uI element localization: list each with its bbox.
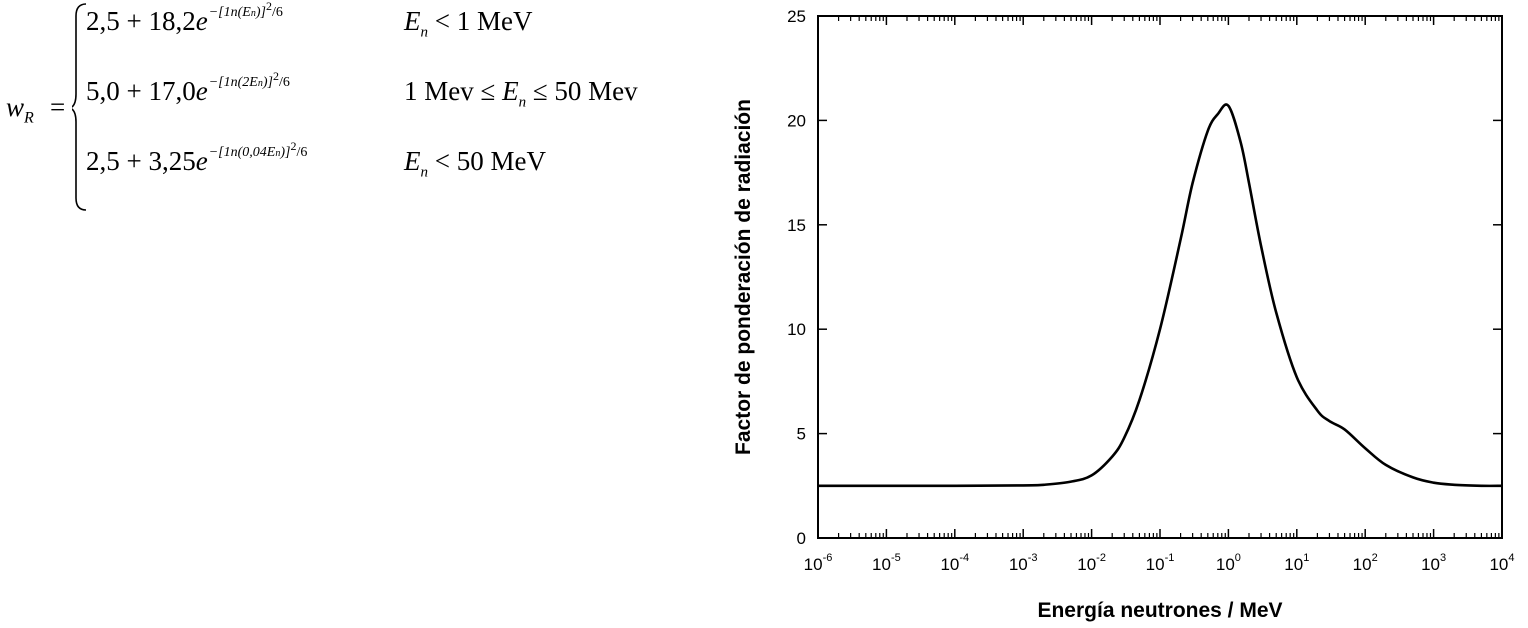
- y-tick-label: 0: [797, 529, 806, 548]
- x-tick-base: 10: [940, 555, 959, 574]
- y-tick-label: 15: [787, 216, 806, 235]
- case-3-exponent-body: −[1n(0,04E: [208, 145, 276, 160]
- case-2-cond-sub: n: [518, 94, 527, 111]
- case-2-cond-var: E: [502, 76, 519, 106]
- case-3-cond-text: < 50 MeV: [428, 146, 546, 176]
- x-tick-label: 10-1: [1146, 552, 1175, 574]
- x-tick-exponent: 4: [1508, 552, 1514, 564]
- case-2-coefficients: 5,0 + 17,0: [86, 76, 196, 106]
- case-1-coefficients: 2,5 + 18,2: [86, 6, 196, 36]
- formula-case-1: 2,5 + 18,2e−[1n(En)]2/6 En < 1 MeV: [86, 0, 532, 46]
- x-tick-label: 10-3: [1009, 552, 1038, 574]
- x-tick-label: 10-5: [872, 552, 901, 574]
- formula-lhs: wR: [6, 92, 34, 127]
- case-1-cond-var: E: [404, 6, 421, 36]
- formula-case-3: 2,5 + 3,25e−[1n(0,04En)]2/6 En < 50 MeV: [86, 139, 546, 186]
- case-3-exponent-tail: )]: [280, 145, 291, 160]
- x-tick-label: 100: [1216, 552, 1241, 574]
- x-tick-exponent: 0: [1235, 552, 1241, 564]
- x-tick-base: 10: [1009, 555, 1028, 574]
- case-1-e-symbol: e: [195, 6, 208, 36]
- x-tick-base: 10: [1077, 555, 1096, 574]
- x-tick-label: 10-4: [940, 552, 969, 574]
- axis-ticks: [817, 15, 1503, 539]
- y-tick-label: 20: [787, 111, 806, 130]
- y-tick-label: 25: [787, 7, 806, 26]
- case-2-exponent-div: /6: [278, 75, 290, 90]
- case-1-exponent-div: /6: [271, 5, 283, 20]
- x-tick-base: 10: [1216, 555, 1235, 574]
- x-tick-base: 10: [1489, 555, 1508, 574]
- x-axis-label: Energía neutrones / MeV: [1037, 599, 1282, 622]
- case-3-exponent-square: 2: [290, 139, 297, 153]
- x-tick-exponent: -5: [891, 552, 901, 564]
- x-tick-base: 10: [1421, 555, 1440, 574]
- case-3-coefficients: 2,5 + 3,25: [86, 146, 196, 176]
- x-tick-exponent: 1: [1303, 552, 1309, 564]
- x-tick-exponent: 3: [1440, 552, 1446, 564]
- formula-lhs-subscript: R: [24, 109, 34, 127]
- x-tick-label: 10-6: [804, 552, 833, 574]
- case-2-condition: 1 Mev ≤ En ≤ 50 Mev: [404, 76, 638, 111]
- case-2-expression: 5,0 + 17,0e: [86, 76, 208, 106]
- case-3-exponent-div: /6: [296, 145, 308, 160]
- case-2-e-symbol: e: [195, 76, 208, 106]
- left-brace: [72, 3, 87, 211]
- case-2-cond-prefix: 1 Mev ≤: [404, 76, 503, 106]
- y-tick-label: 5: [797, 425, 806, 444]
- x-tick-label: 104: [1489, 552, 1514, 574]
- case-1-cond-text: < 1 MeV: [428, 6, 533, 36]
- x-tick-base: 10: [804, 555, 823, 574]
- x-tick-exponent: -3: [1028, 552, 1038, 564]
- formula-lhs-symbol: w: [6, 92, 25, 122]
- x-tick-exponent: -6: [823, 552, 833, 564]
- case-3-exponent: −[1n(0,04En)]2/6: [208, 139, 308, 160]
- case-1-cond-sub: n: [420, 24, 429, 41]
- series-line: [818, 103, 1503, 488]
- x-tick-base: 10: [1146, 555, 1165, 574]
- case-3-cond-var: E: [404, 146, 421, 176]
- y-tick-label: 10: [787, 320, 806, 339]
- formula-equals: =: [50, 92, 66, 122]
- case-1-exponent-tail: )]: [255, 5, 266, 20]
- case-2-exponent-tail: )]: [262, 75, 273, 90]
- x-tick-exponent: 2: [1372, 552, 1378, 564]
- case-1-exponent-square: 2: [265, 0, 272, 13]
- x-tick-labels: 10-6 10-5 10-4 10-3 10-2 10-1 100 101 102 103 104: [804, 552, 1515, 574]
- x-tick-label: 102: [1353, 552, 1378, 574]
- case-1-exponent-body: −[1n(E: [208, 5, 251, 20]
- x-tick-base: 10: [872, 555, 891, 574]
- case-1-condition: En < 1 MeV: [404, 6, 532, 41]
- formula-case-2: 5,0 + 17,0e−[1n(2En)]2/6 1 Mev ≤ En ≤ 50…: [86, 69, 638, 116]
- x-tick-base: 10: [1284, 555, 1303, 574]
- plot-frame: [817, 15, 1503, 539]
- y-axis-label: Factor de ponderación de radiación: [732, 99, 755, 455]
- case-3-condition: En < 50 MeV: [404, 146, 546, 181]
- x-tick-exponent: -2: [1096, 552, 1106, 564]
- case-2-exponent-body: −[1n(2E: [208, 75, 258, 90]
- x-tick-exponent: -1: [1165, 552, 1175, 564]
- case-2-cond-text: ≤ 50 Mev: [526, 76, 638, 106]
- x-tick-label: 103: [1421, 552, 1446, 574]
- case-3-exponent-sub: n: [275, 148, 281, 159]
- case-2-exponent: −[1n(2En)]2/6: [208, 69, 290, 90]
- x-tick-base: 10: [1353, 555, 1372, 574]
- case-1-expression: 2,5 + 18,2e: [86, 6, 208, 36]
- case-2-exponent-sub: n: [257, 78, 263, 89]
- x-tick-label: 10-2: [1077, 552, 1106, 574]
- case-3-cond-sub: n: [420, 164, 429, 181]
- piecewise-formula: wR = 2,5 + 18,2e−[1n(En)]2/6 En < 1 MeV …: [0, 0, 700, 215]
- case-1-exponent: −[1n(En)]2/6: [208, 0, 283, 20]
- case-3-e-symbol: e: [195, 146, 208, 176]
- case-1-exponent-sub: n: [250, 8, 256, 19]
- case-3-expression: 2,5 + 3,25e: [86, 146, 208, 176]
- y-tick-labels: 0 5 10 15 20 25: [787, 7, 806, 548]
- case-2-exponent-square: 2: [272, 69, 279, 83]
- x-tick-exponent: -4: [959, 552, 969, 564]
- x-tick-label: 101: [1284, 552, 1309, 574]
